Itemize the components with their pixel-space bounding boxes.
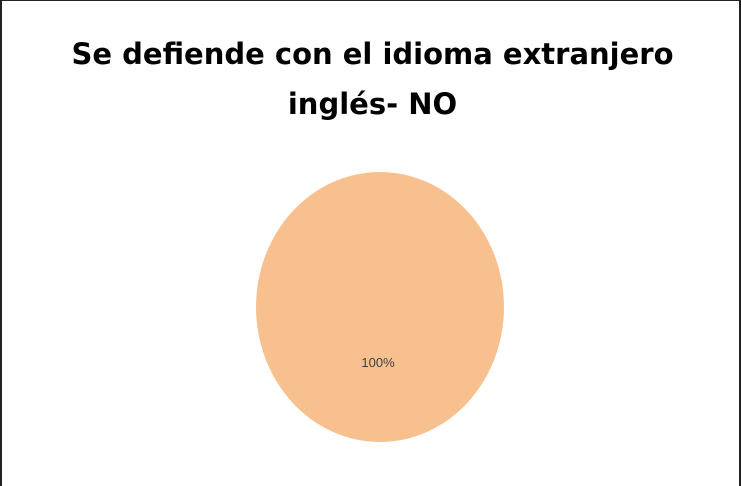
- chart-title: Se defiende con el idioma extranjero ing…: [62, 29, 683, 129]
- slice-data-label: 100%: [361, 355, 395, 370]
- chart-title-line-1: Se defiende con el idioma extranjero: [71, 37, 674, 71]
- chart-title-line-2: inglés- NO: [287, 87, 458, 121]
- pie-slice-0: [256, 172, 504, 442]
- pie-group: [256, 172, 504, 442]
